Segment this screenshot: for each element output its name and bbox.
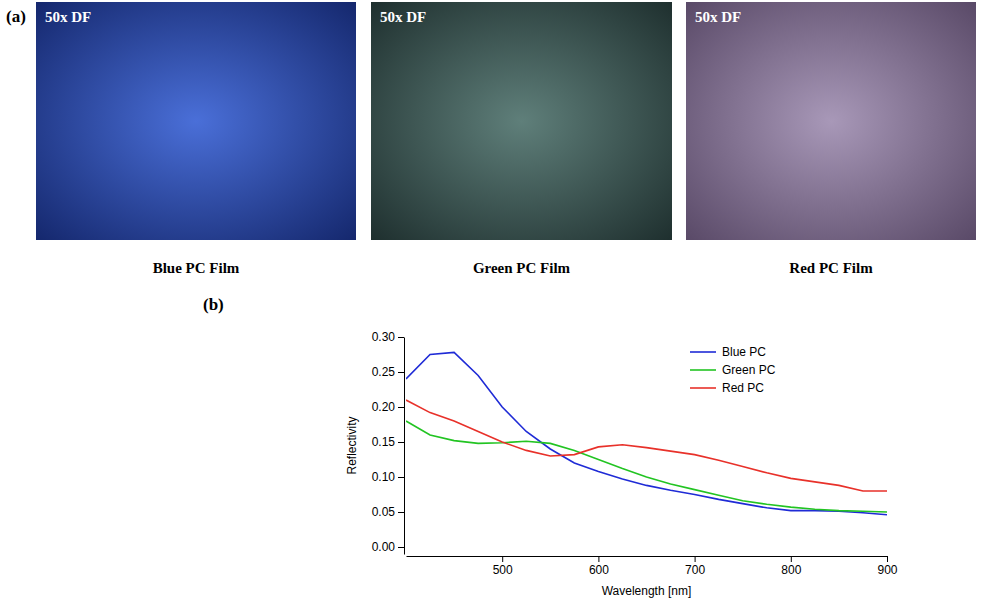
x-tick-mark [887,556,888,562]
x-tick: 700 [685,556,705,577]
y-tick-mark [398,407,404,408]
x-tick-label: 600 [589,563,609,577]
y-tick: 0.30 [372,330,404,344]
y-axis-title: Reflectivity [345,416,359,474]
y-tick-mark [398,372,404,373]
y-tick-mark [398,477,404,478]
y-tick-mark [398,547,404,548]
x-tick-mark [598,556,599,562]
y-tick: 0.00 [372,540,404,554]
panel-label: (a) [6,7,26,26]
series-line [406,352,887,514]
y-tick-mark [398,337,404,338]
legend: Blue PC Green PC Red PC [690,345,776,395]
y-tick: 0.20 [372,400,404,414]
x-tick: 600 [589,556,609,577]
y-tick: 0.25 [372,365,404,379]
image-overlay: 50x DF [695,9,741,25]
y-tick-label: 0.20 [372,400,396,414]
y-tick-label: 0.00 [372,540,396,554]
x-tick-label: 500 [493,563,513,577]
image-overlay: 50x DF [380,9,426,25]
plot-lines [406,352,887,514]
y-axis: 0.00 0.05 0.10 0.15 0.20 0.25 0.30 [372,330,405,554]
image-caption: Red PC Film [789,260,873,276]
x-tick-mark [791,556,792,562]
y-tick-label: 0.05 [372,505,396,519]
x-axis-line [407,556,888,557]
legend-label: Red PC [722,381,764,395]
y-tick-label: 0.15 [372,435,396,449]
image-overlay: 50x DF [45,9,91,25]
x-tick-mark [502,556,503,562]
series-line [406,421,887,512]
image-caption: Green PC Film [473,260,571,276]
y-axis-line [404,338,405,555]
x-tick-label: 900 [877,563,897,577]
y-tick-mark [398,512,404,513]
x-axis: 500 600 700 800 900 [407,556,898,577]
legend-swatch [690,369,716,371]
y-tick-mark [398,442,404,443]
series-line [406,400,887,491]
y-tick-label: 0.25 [372,365,396,379]
panel-label: (b) [203,295,224,314]
figure: (a) 50x DF Blue PC Film 50x DF Green PC Film… [0,0,981,603]
y-tick-label: 0.10 [372,470,396,484]
x-tick: 500 [493,556,513,577]
x-axis-title: Wavelength [nm] [602,584,692,598]
image-caption: Blue PC Film [153,260,240,276]
micrograph [686,2,976,240]
legend-label: Green PC [722,363,776,377]
legend-swatch [690,351,716,353]
x-tick: 900 [877,556,897,577]
y-tick: 0.15 [372,435,404,449]
legend-label: Blue PC [722,345,766,359]
y-tick-label: 0.30 [372,330,396,344]
x-tick-label: 700 [685,563,705,577]
y-tick: 0.10 [372,470,404,484]
micrograph [36,2,356,240]
y-tick: 0.05 [372,505,404,519]
micrograph [371,2,672,240]
x-tick-mark [695,556,696,562]
x-tick: 800 [781,556,801,577]
legend-swatch [690,387,716,389]
x-tick-label: 800 [781,563,801,577]
